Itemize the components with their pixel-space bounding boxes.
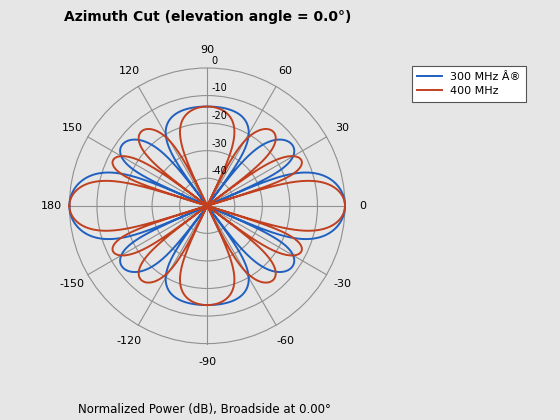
Text: -30: -30	[333, 278, 351, 289]
Text: -20: -20	[211, 111, 227, 121]
Text: 120: 120	[119, 66, 140, 76]
Text: 0: 0	[360, 201, 366, 211]
Text: -150: -150	[60, 278, 85, 289]
Text: -30: -30	[211, 139, 227, 149]
Text: 180: 180	[41, 201, 62, 211]
Text: Normalized Power (dB), Broadside at 0.00°: Normalized Power (dB), Broadside at 0.00…	[78, 403, 331, 416]
Text: -10: -10	[211, 84, 227, 94]
Text: -60: -60	[276, 336, 294, 346]
Text: 90: 90	[200, 45, 214, 55]
Text: 60: 60	[278, 66, 292, 76]
Text: -90: -90	[198, 357, 216, 367]
Text: 30: 30	[335, 123, 349, 133]
Text: -40: -40	[211, 166, 227, 176]
Text: 150: 150	[62, 123, 83, 133]
Title: Azimuth Cut (elevation angle = 0.0°): Azimuth Cut (elevation angle = 0.0°)	[63, 10, 351, 24]
Legend: 300 MHz Â®, 400 MHz: 300 MHz Â®, 400 MHz	[412, 66, 526, 102]
Text: 0: 0	[211, 56, 217, 66]
Text: -120: -120	[117, 336, 142, 346]
